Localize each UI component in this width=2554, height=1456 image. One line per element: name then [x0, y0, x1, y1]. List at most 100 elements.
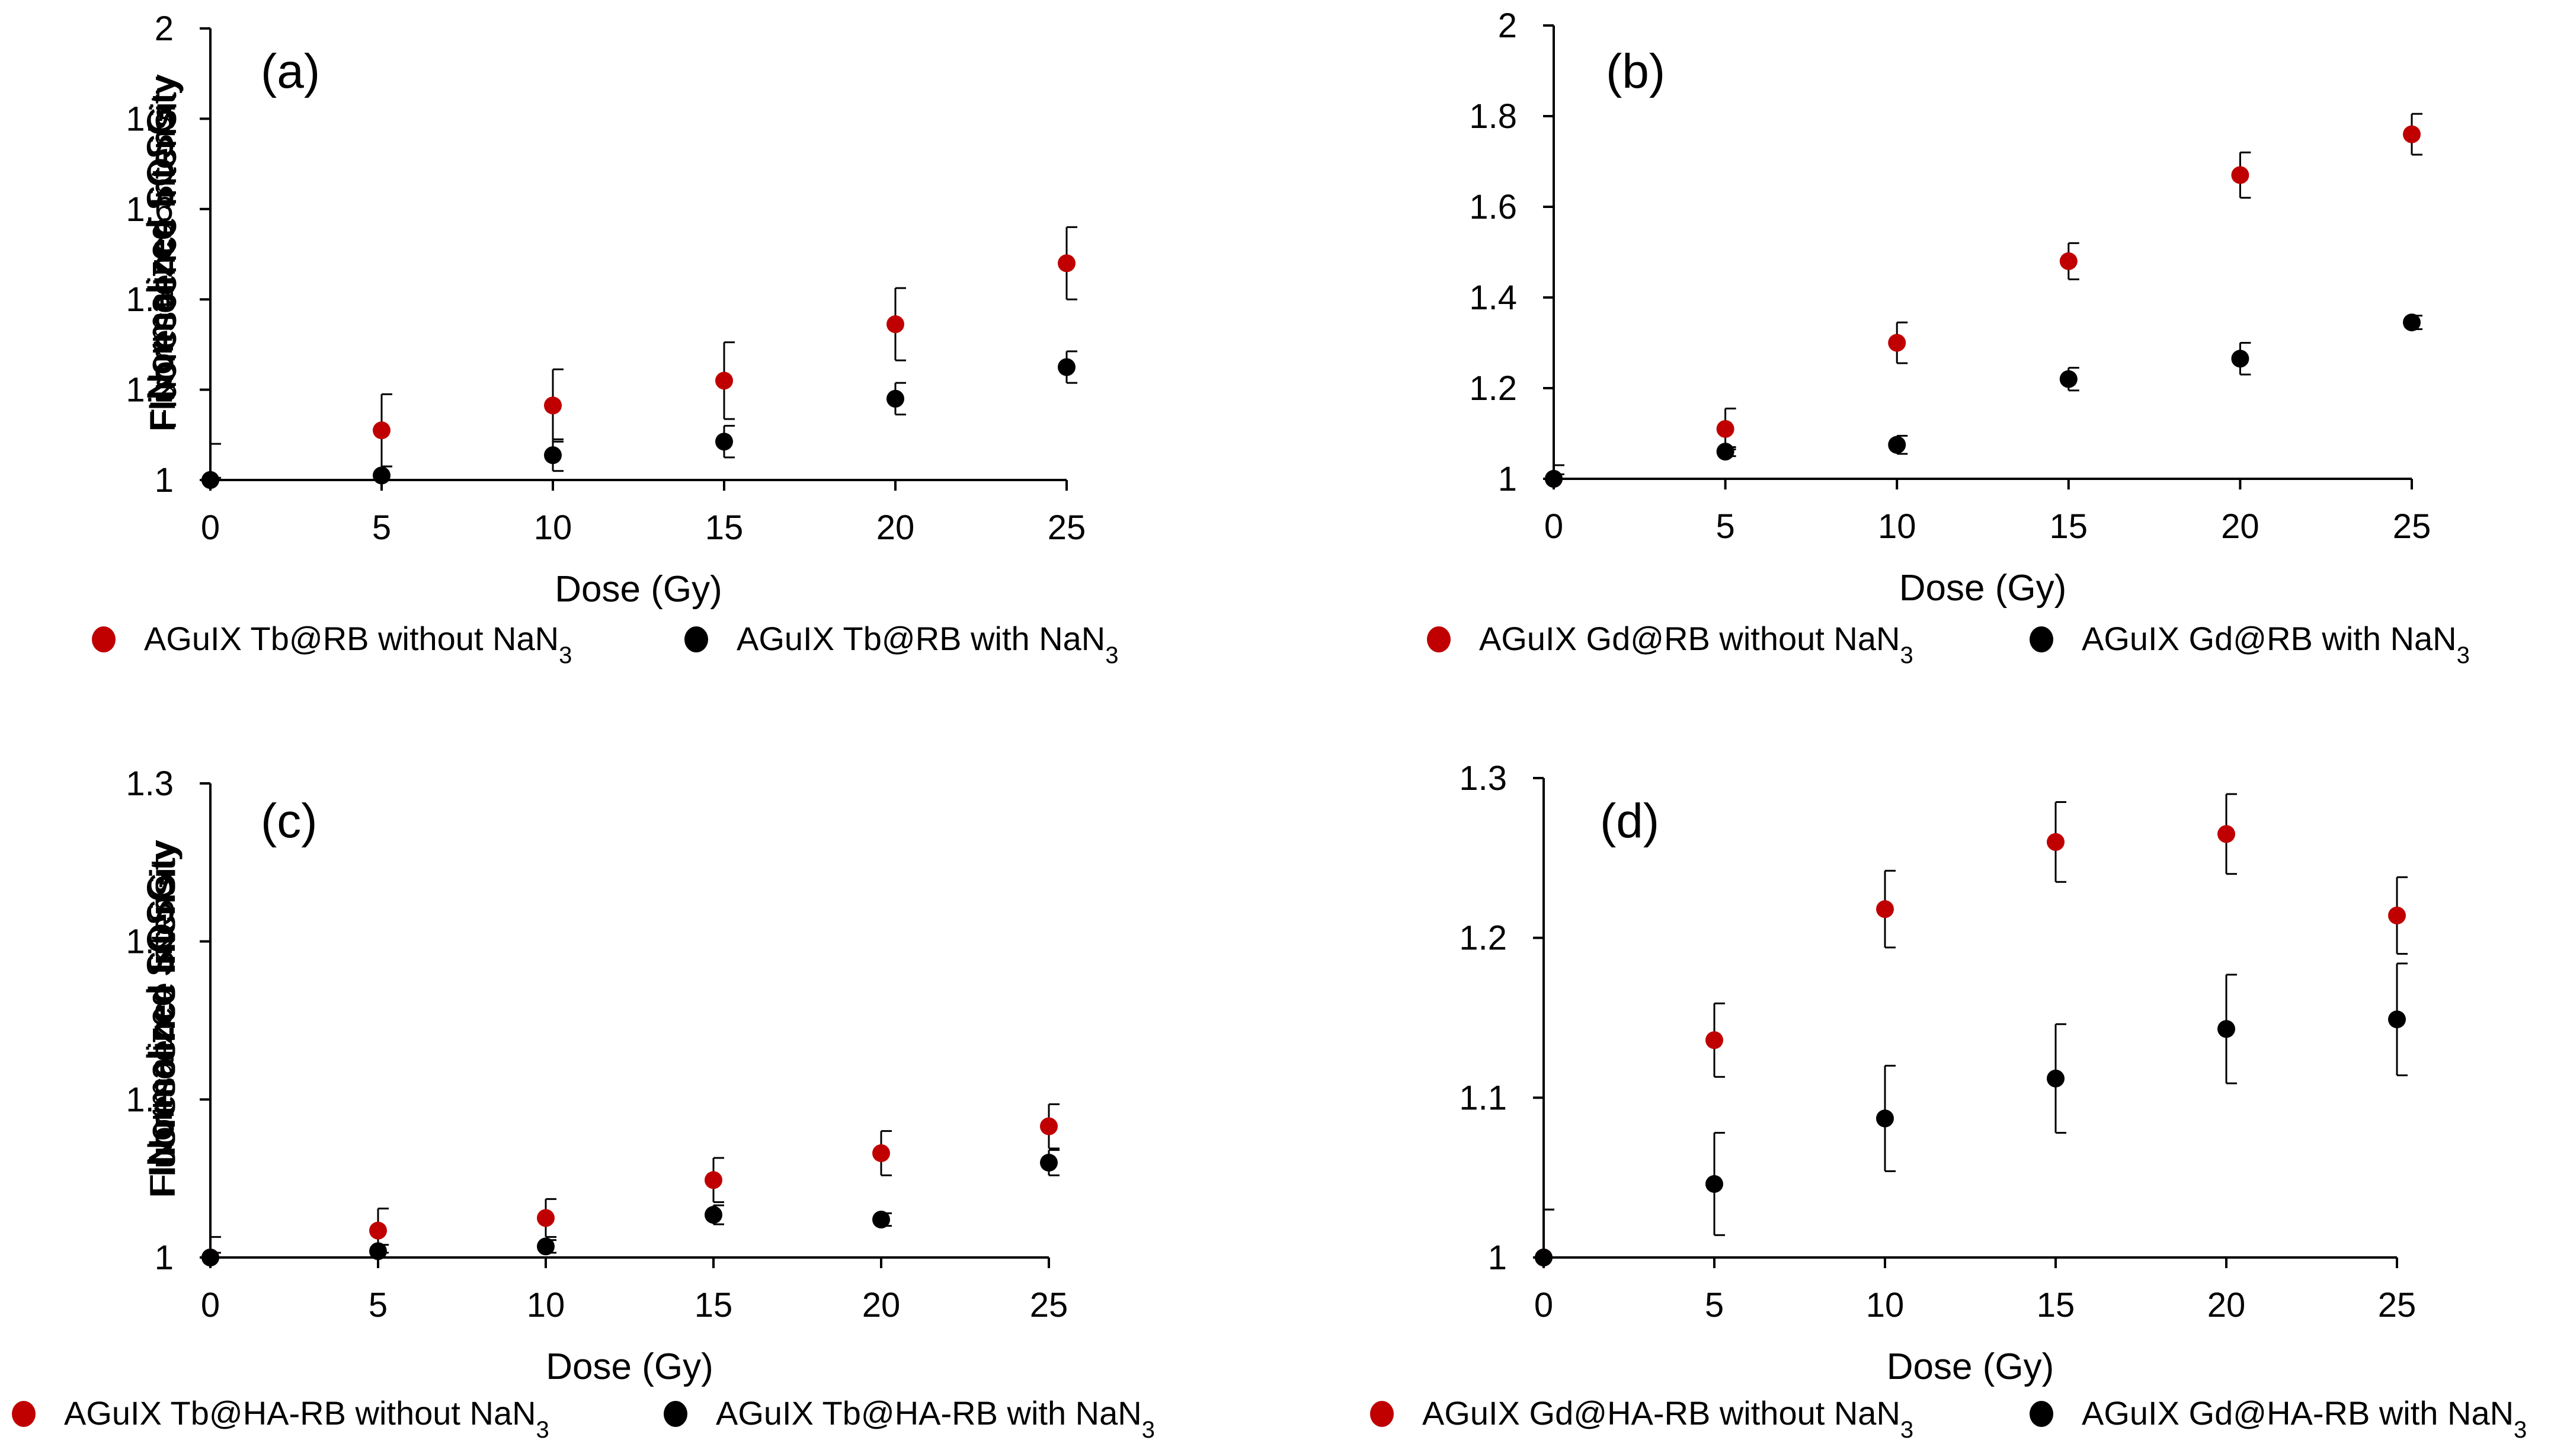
- legend-marker: [92, 626, 116, 652]
- data-point-with-nan3: [537, 1237, 555, 1256]
- data-point-without-nan3: [2217, 825, 2235, 843]
- x-tick-label: 10: [534, 508, 572, 547]
- y-tick-label: 1.6: [126, 190, 174, 229]
- legend-marker: [664, 1401, 687, 1427]
- x-tick-label: 15: [2037, 1286, 2075, 1324]
- x-tick-label: 5: [1716, 507, 1734, 546]
- data-point-without-nan3: [705, 1171, 722, 1189]
- legend-label: AGuIX Tb@HA-RB with NaN3: [716, 1394, 1155, 1443]
- x-tick-label: 15: [705, 508, 744, 547]
- y-tick-label: 1: [1488, 1239, 1507, 1277]
- y-tick-label: 1.4: [126, 280, 174, 319]
- legend-marker: [1427, 626, 1451, 652]
- legend-label: AGuIX Tb@RB without NaN3: [144, 620, 572, 668]
- y-axis-label-line2: Fluorescence Intensity: [144, 74, 184, 430]
- x-tick-label: 25: [1048, 508, 1086, 547]
- data-point-without-nan3: [537, 1209, 555, 1227]
- data-point-with-nan3: [1040, 1154, 1058, 1172]
- data-point-without-nan3: [1705, 1031, 1723, 1049]
- data-point-without-nan3: [872, 1144, 890, 1162]
- panel-label: (b): [1606, 44, 1665, 98]
- y-axis-label-line2: Fluorescence Intensity: [143, 76, 183, 432]
- data-point-without-nan3: [2403, 125, 2421, 143]
- data-point-without-nan3: [2047, 833, 2065, 851]
- data-point-without-nan3: [544, 396, 562, 415]
- panel-label: (a): [261, 44, 320, 98]
- legend-label: AGuIX Gd@RB with NaN3: [2082, 620, 2470, 668]
- x-axis-label: Dose (Gy): [1887, 1346, 2054, 1387]
- x-tick-label: 10: [1866, 1286, 1905, 1324]
- legend-marker: [1370, 1401, 1394, 1427]
- x-tick-label: 20: [2221, 507, 2259, 546]
- x-tick-label: 5: [1705, 1286, 1724, 1324]
- data-point-without-nan3: [1058, 254, 1076, 273]
- y-tick-label: 2: [155, 9, 174, 48]
- data-point-with-nan3: [544, 446, 562, 465]
- x-tick-label: 20: [2207, 1286, 2246, 1324]
- legend-label: AGuIX Gd@HA-RB without NaN3: [1422, 1394, 1913, 1443]
- y-tick-label: 1: [155, 1239, 174, 1277]
- y-tick-label: 1.3: [1459, 759, 1507, 798]
- legend-marker: [2030, 1401, 2053, 1427]
- data-point-with-nan3: [201, 1249, 219, 1266]
- data-point-with-nan3: [1876, 1109, 1894, 1128]
- y-tick-label: 1.2: [126, 923, 174, 961]
- x-tick-label: 25: [2393, 507, 2431, 546]
- data-point-without-nan3: [2231, 166, 2249, 184]
- data-point-without-nan3: [886, 315, 904, 334]
- legend-marker: [684, 626, 708, 652]
- legend-marker: [2030, 626, 2053, 652]
- panel-label: (d): [1600, 794, 1659, 848]
- data-point-without-nan3: [715, 372, 733, 390]
- x-tick-label: 0: [1544, 507, 1563, 546]
- data-point-with-nan3: [1705, 1175, 1723, 1193]
- legend-label: AGuIX Tb@RB with NaN3: [737, 620, 1118, 668]
- legend-label: AGuIX Tb@HA-RB without NaN3: [64, 1394, 549, 1443]
- y-tick-label: 1: [155, 461, 174, 500]
- y-tick-label: 1.8: [126, 100, 174, 138]
- data-point-with-nan3: [886, 389, 904, 408]
- panel-label: (c): [261, 794, 318, 848]
- y-tick-label: 1.2: [1469, 369, 1517, 408]
- y-tick-label: 1: [1498, 460, 1517, 498]
- data-point-with-nan3: [2047, 1069, 2065, 1087]
- data-point-without-nan3: [2388, 906, 2406, 924]
- data-point-without-nan3: [1888, 334, 1906, 352]
- data-point-with-nan3: [2403, 313, 2421, 332]
- data-point-with-nan3: [1545, 470, 1563, 488]
- x-tick-label: 15: [2050, 507, 2088, 546]
- y-tick-label: 1.1: [1459, 1079, 1507, 1117]
- x-tick-label: 0: [1534, 1286, 1553, 1324]
- data-point-with-nan3: [369, 1242, 387, 1260]
- y-tick-label: 1.3: [126, 764, 174, 803]
- x-tick-label: 10: [1878, 507, 1916, 546]
- y-tick-label: 1.2: [126, 371, 174, 409]
- y-axis-label-line2: Fluorescence Intensity: [143, 843, 183, 1198]
- x-tick-label: 0: [201, 1286, 220, 1324]
- legend-label: AGuIX Gd@HA-RB with NaN3: [2082, 1394, 2527, 1443]
- y-tick-label: 1.6: [1469, 188, 1517, 226]
- data-point-without-nan3: [373, 421, 391, 440]
- data-point-with-nan3: [1535, 1249, 1553, 1266]
- x-tick-label: 5: [372, 508, 391, 547]
- x-axis-label: Dose (Gy): [1899, 568, 2066, 609]
- x-axis-label: Dose (Gy): [555, 569, 722, 610]
- data-point-with-nan3: [2388, 1010, 2406, 1029]
- data-point-without-nan3: [1716, 420, 1734, 438]
- x-tick-label: 0: [201, 508, 220, 547]
- data-point-with-nan3: [2231, 350, 2249, 368]
- data-point-with-nan3: [1058, 358, 1076, 376]
- chart-panel-c: 1 1.1 1.2 1.3 0 5 10 15 20 25 Dose (Gy) Normalized …: [12, 764, 1155, 1443]
- x-tick-label: 25: [1030, 1286, 1068, 1324]
- data-point-with-nan3: [373, 466, 391, 485]
- data-point-with-nan3: [872, 1211, 890, 1228]
- data-point-with-nan3: [1888, 436, 1906, 454]
- y-axis-label-line1: Normalized SOSG: [142, 872, 181, 1164]
- data-point-without-nan3: [2059, 252, 2078, 270]
- y-tick-label: 1.4: [1469, 279, 1517, 317]
- y-axis-label-line1: Normalized SOSG: [140, 874, 180, 1166]
